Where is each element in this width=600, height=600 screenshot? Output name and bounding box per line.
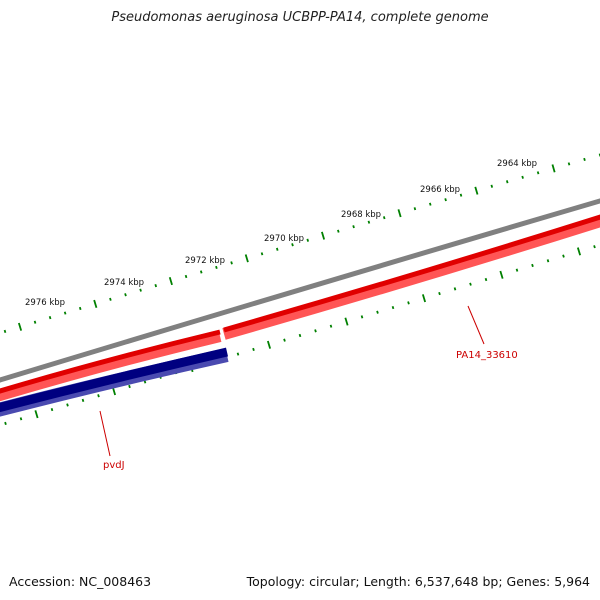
outer-ruler-minor-tick (124, 293, 127, 297)
gene-pvdj-core (0, 347, 229, 413)
inner-ruler-minor-tick (81, 398, 85, 402)
outer-ruler-minor-tick (230, 261, 233, 265)
inner-ruler-minor-tick (407, 301, 410, 305)
outer-ruler-minor-tick (260, 252, 264, 256)
gene-label-pa14-33610[interactable]: PA14_33610 (456, 350, 518, 361)
inner-ruler-minor-tick (515, 268, 519, 272)
ruler-label: 2964 kbp (497, 159, 537, 169)
outer-ruler-major-tick (244, 254, 249, 263)
outer-ruler-minor-tick (184, 274, 188, 279)
inner-ruler-minor-tick (469, 282, 472, 286)
inner-ruler-minor-tick (546, 259, 550, 263)
outer-ruler-minor-tick (291, 243, 294, 247)
outer-ruler-minor-tick (444, 198, 447, 202)
inner-ruler-minor-tick (593, 245, 596, 249)
inner-ruler-minor-tick (391, 305, 395, 310)
inner-ruler-minor-tick (19, 417, 23, 421)
inner-ruler-minor-tick (4, 421, 7, 425)
genome-summary-text: Topology: circular; Length: 6,537,648 bp… (246, 574, 590, 589)
pvdj-leader-line (99, 410, 111, 457)
outer-ruler-major-tick (168, 276, 173, 286)
inner-ruler-minor-tick (314, 329, 317, 333)
inner-ruler-minor-tick (531, 263, 534, 268)
outer-ruler-minor-tick (215, 265, 218, 270)
outer-ruler-minor-tick (109, 297, 112, 301)
outer-ruler-minor-tick (275, 247, 279, 251)
inner-ruler-minor-tick (298, 333, 302, 338)
outer-ruler-major-tick (551, 164, 556, 173)
outer-ruler-minor-tick (48, 316, 52, 320)
inner-ruler-minor-tick (128, 384, 131, 389)
accession-text: Accession: NC_008463 (9, 574, 152, 589)
outer-ruler-minor-tick (367, 220, 371, 224)
outer-ruler-minor-tick (428, 202, 432, 206)
inner-ruler-major-tick (344, 317, 349, 326)
outer-ruler-major-tick (93, 299, 98, 308)
inner-ruler-minor-tick (360, 315, 364, 319)
ruler-label: 2972 kbp (185, 256, 225, 266)
inner-ruler-major-tick (34, 410, 39, 419)
outer-ruler-minor-tick (505, 180, 509, 184)
inner-ruler-minor-tick (484, 277, 488, 282)
inner-ruler-minor-tick (453, 287, 457, 291)
inner-ruler-minor-tick (236, 352, 240, 356)
outer-ruler-minor-tick (382, 216, 386, 220)
inner-ruler-minor-tick (66, 403, 69, 407)
inner-ruler-minor-tick (329, 324, 333, 328)
pa14-33610-leader-line (467, 305, 485, 345)
outer-ruler-major-tick (397, 209, 402, 218)
outer-ruler-minor-tick (459, 193, 463, 197)
outer-ruler-minor-tick (521, 175, 524, 179)
outer-ruler-major-tick (321, 231, 326, 240)
inner-ruler-major-tick (576, 247, 582, 256)
inner-ruler-minor-tick (50, 407, 54, 412)
outer-ruler-minor-tick (306, 238, 310, 242)
outer-ruler-minor-tick (583, 157, 586, 162)
outer-ruler-minor-tick (352, 225, 355, 229)
inner-ruler-major-tick (111, 387, 117, 396)
ruler-label: 2976 kbp (25, 298, 65, 308)
inner-ruler-minor-tick (252, 347, 255, 352)
outer-ruler-minor-tick (490, 184, 494, 188)
outer-ruler-minor-tick (413, 207, 417, 211)
inner-ruler-major-tick (499, 270, 504, 279)
ruler-label: 2970 kbp (264, 234, 304, 244)
genome-backbone (0, 198, 600, 383)
forward-gene-left-core (0, 329, 221, 394)
inner-tick-ruler (4, 245, 596, 425)
outer-ruler-minor-tick (78, 306, 82, 311)
outer-ruler-minor-tick (63, 311, 67, 315)
outer-ruler-minor-tick (536, 171, 540, 175)
ruler-labels: 2976 kbp 2974 kbp 2972 kbp 2970 kbp 2968 kbp… (25, 159, 537, 308)
inner-ruler-minor-tick (376, 310, 379, 314)
inner-ruler-minor-tick (438, 291, 441, 296)
gene-label-pvdj[interactable]: pvdJ (103, 460, 125, 471)
outer-ruler-major-tick (17, 322, 23, 331)
outer-ruler-minor-tick (33, 320, 37, 324)
ruler-label: 2974 kbp (104, 278, 144, 288)
outer-ruler-minor-tick (199, 270, 203, 274)
outer-ruler-minor-tick (3, 329, 7, 334)
inner-ruler-minor-tick (562, 254, 565, 258)
inner-ruler-minor-tick (283, 338, 286, 342)
ruler-label: 2968 kbp (341, 210, 381, 220)
map-title: Pseudomonas aeruginosa UCBPP-PA14, compl… (111, 10, 489, 25)
inner-ruler-major-tick (421, 294, 427, 303)
outer-ruler-major-tick (474, 186, 479, 195)
forward-gene-left[interactable] (0, 330, 222, 402)
gene-pa14-33610[interactable] (222, 214, 600, 340)
outer-ruler-minor-tick (139, 288, 142, 292)
outer-ruler-minor-tick (567, 162, 571, 166)
outer-ruler-minor-tick (154, 284, 158, 288)
inner-ruler-major-tick (266, 340, 272, 349)
gene-pa14-33610-core (223, 214, 600, 333)
inner-ruler-minor-tick (97, 394, 100, 398)
ruler-label: 2966 kbp (420, 185, 460, 195)
outer-ruler-minor-tick (337, 229, 340, 233)
